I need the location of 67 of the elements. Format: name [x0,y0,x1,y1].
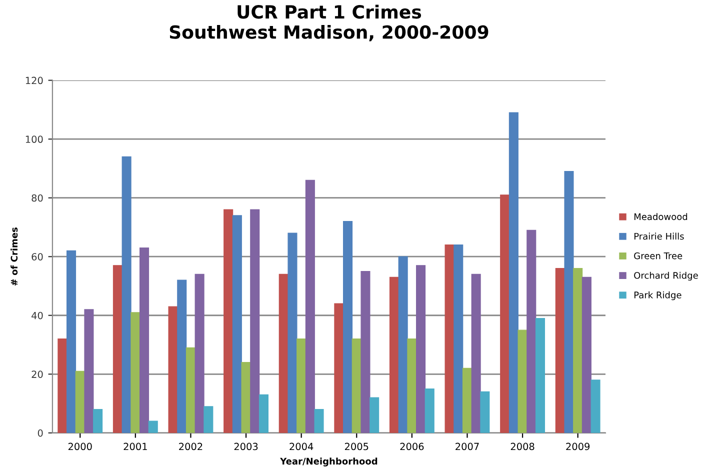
bar [250,209,260,433]
bar [305,180,315,433]
bar [573,268,583,433]
bar [416,265,426,433]
x-tick-label: 2004 [290,442,314,450]
bar [58,338,68,433]
bar [370,397,380,433]
x-tick-label: 2003 [234,442,258,450]
x-tick-label: 2009 [566,442,590,450]
bar [194,274,204,433]
bar [508,112,518,433]
bar [130,312,140,433]
y-tick-label: 120 [26,76,43,84]
x-axis-title: Year/Neighborhood [280,458,378,466]
bar [139,247,150,433]
legend-label: Green Tree [634,252,682,260]
bar [224,209,234,433]
legend-label: Meadowood [634,213,688,220]
bar [296,338,306,433]
bar [288,232,298,433]
bar [232,215,242,433]
bar [564,171,574,433]
bar [480,391,490,433]
bar [112,265,122,433]
bar [454,244,464,433]
bar [343,221,353,433]
y-tick-label: 40 [32,312,43,320]
bar [148,420,158,433]
bar [389,276,400,433]
legend-label: Park Ridge [634,291,682,300]
x-tick-label: 2002 [179,442,202,450]
y-tick-label: 100 [26,136,43,143]
bar [204,406,214,433]
x-tick-label: 2005 [344,442,368,450]
legend-label: Prairie Hills [634,232,684,240]
bar [177,280,187,433]
bar [535,318,546,433]
bar [526,230,536,433]
bar [471,274,481,433]
bar [334,303,344,433]
y-axis-title: # of Crimes [10,228,18,286]
bar [407,338,417,433]
bar [360,270,370,433]
bar [462,368,472,433]
bar [258,394,268,433]
y-tick-label: 20 [32,370,43,378]
bar [424,388,434,433]
bar [93,409,103,433]
chart-title: UCR Part 1 Crimes Southwest Madison, 2000-2009 [170,4,488,42]
x-tick-label: 2007 [456,442,479,450]
x-tick-label: 2000 [68,442,92,450]
bar [398,256,408,433]
bar [582,276,592,433]
bar [122,156,132,433]
x-tick-label: 2001 [124,442,147,450]
y-tick-label: 80 [32,194,43,202]
bar [500,194,510,433]
bar [84,309,94,433]
x-tick-label: 2006 [400,442,424,450]
y-tick-label: 0 [38,429,43,437]
x-tick-label: 2008 [510,442,534,450]
bar [66,250,76,433]
legend-label: Orchard Ridge [634,272,698,281]
bar [186,347,196,433]
bar [314,409,324,433]
bar [590,380,600,433]
y-tick-label: 60 [32,253,43,260]
